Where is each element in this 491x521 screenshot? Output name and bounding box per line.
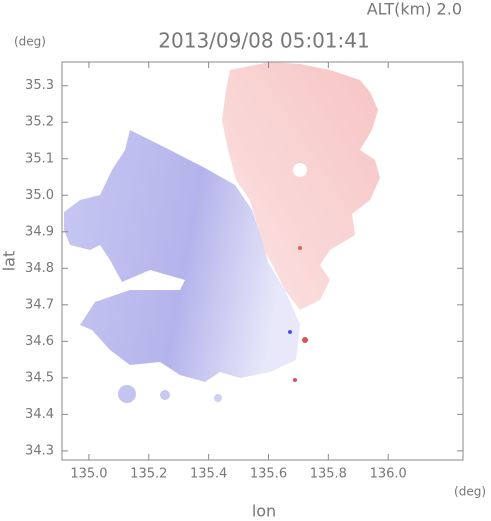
x-tick-label: 136.0 [370, 467, 407, 482]
x-tick-label: 135.2 [130, 467, 167, 482]
altitude-annotation: ALT(km) 2.0 [367, 0, 462, 19]
y-axis-label: lat [0, 251, 19, 272]
y-tick-label: 34.7 [25, 297, 54, 312]
x-tick-label: 135.4 [190, 467, 227, 482]
chart-title: 2013/09/08 05:01:41 [158, 29, 369, 53]
y-tick-label: 35.2 [25, 115, 54, 130]
x-tick-label: 135.6 [250, 467, 287, 482]
y-tick-label: 34.3 [25, 443, 54, 458]
y-tick-label: 34.5 [25, 370, 54, 385]
velocity-field [64, 62, 380, 403]
y-tick-label: 34.6 [25, 334, 54, 349]
x-tick-label: 135.8 [310, 467, 347, 482]
plot-frame [61, 61, 464, 461]
y-tick-label: 34.8 [25, 261, 54, 276]
y-tick-label: 35.3 [25, 78, 54, 93]
y-unit: (deg) [14, 35, 46, 49]
x-tick-label: 135.0 [70, 467, 107, 482]
y-tick-label: 34.4 [25, 407, 54, 422]
y-tick-label: 34.9 [25, 224, 54, 239]
x-unit: (deg) [454, 485, 486, 499]
y-tick-label: 35.1 [25, 151, 54, 166]
y-tick-label: 35.0 [25, 188, 54, 203]
x-axis-label: lon [252, 502, 276, 521]
